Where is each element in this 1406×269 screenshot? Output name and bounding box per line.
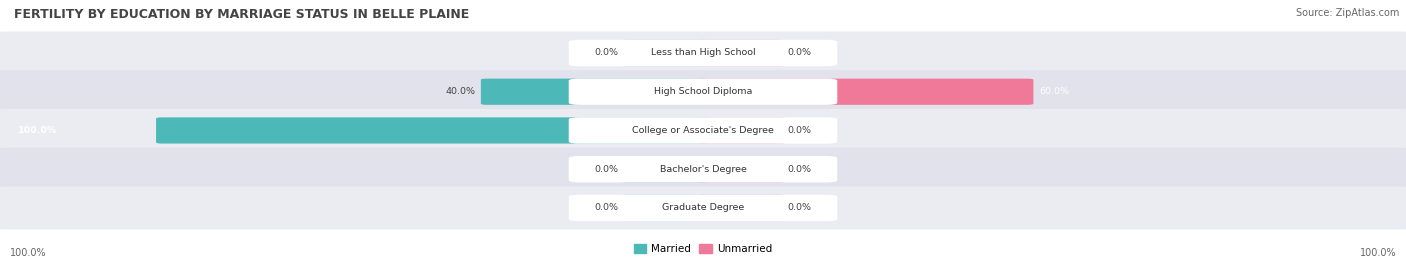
Text: 0.0%: 0.0%: [595, 203, 619, 213]
Text: 0.0%: 0.0%: [595, 165, 619, 174]
Text: 100.0%: 100.0%: [1360, 248, 1396, 258]
FancyBboxPatch shape: [0, 31, 1406, 75]
Text: Graduate Degree: Graduate Degree: [662, 203, 744, 213]
FancyBboxPatch shape: [697, 195, 786, 221]
FancyBboxPatch shape: [568, 195, 837, 221]
FancyBboxPatch shape: [697, 40, 786, 66]
Text: High School Diploma: High School Diploma: [654, 87, 752, 96]
FancyBboxPatch shape: [0, 70, 1406, 113]
Text: 100.0%: 100.0%: [10, 248, 46, 258]
FancyBboxPatch shape: [697, 79, 1033, 105]
Text: Less than High School: Less than High School: [651, 48, 755, 58]
Text: 0.0%: 0.0%: [787, 48, 811, 58]
FancyBboxPatch shape: [620, 156, 709, 182]
FancyBboxPatch shape: [697, 117, 786, 144]
Text: 0.0%: 0.0%: [595, 48, 619, 58]
Text: 40.0%: 40.0%: [446, 87, 475, 96]
FancyBboxPatch shape: [0, 109, 1406, 152]
FancyBboxPatch shape: [697, 156, 786, 182]
FancyBboxPatch shape: [620, 195, 709, 221]
Text: 60.0%: 60.0%: [1039, 87, 1069, 96]
Text: FERTILITY BY EDUCATION BY MARRIAGE STATUS IN BELLE PLAINE: FERTILITY BY EDUCATION BY MARRIAGE STATU…: [14, 8, 470, 21]
Text: Source: ZipAtlas.com: Source: ZipAtlas.com: [1295, 8, 1399, 18]
FancyBboxPatch shape: [568, 156, 837, 182]
FancyBboxPatch shape: [568, 40, 837, 66]
Text: 0.0%: 0.0%: [787, 203, 811, 213]
FancyBboxPatch shape: [568, 117, 837, 144]
Legend: Married, Unmarried: Married, Unmarried: [630, 240, 776, 259]
FancyBboxPatch shape: [481, 79, 709, 105]
FancyBboxPatch shape: [568, 79, 837, 105]
Text: 0.0%: 0.0%: [787, 165, 811, 174]
Text: College or Associate's Degree: College or Associate's Degree: [633, 126, 773, 135]
FancyBboxPatch shape: [0, 148, 1406, 191]
Text: 100.0%: 100.0%: [18, 126, 58, 135]
FancyBboxPatch shape: [156, 117, 709, 144]
Text: Bachelor's Degree: Bachelor's Degree: [659, 165, 747, 174]
Text: 0.0%: 0.0%: [787, 126, 811, 135]
FancyBboxPatch shape: [0, 186, 1406, 229]
FancyBboxPatch shape: [620, 40, 709, 66]
